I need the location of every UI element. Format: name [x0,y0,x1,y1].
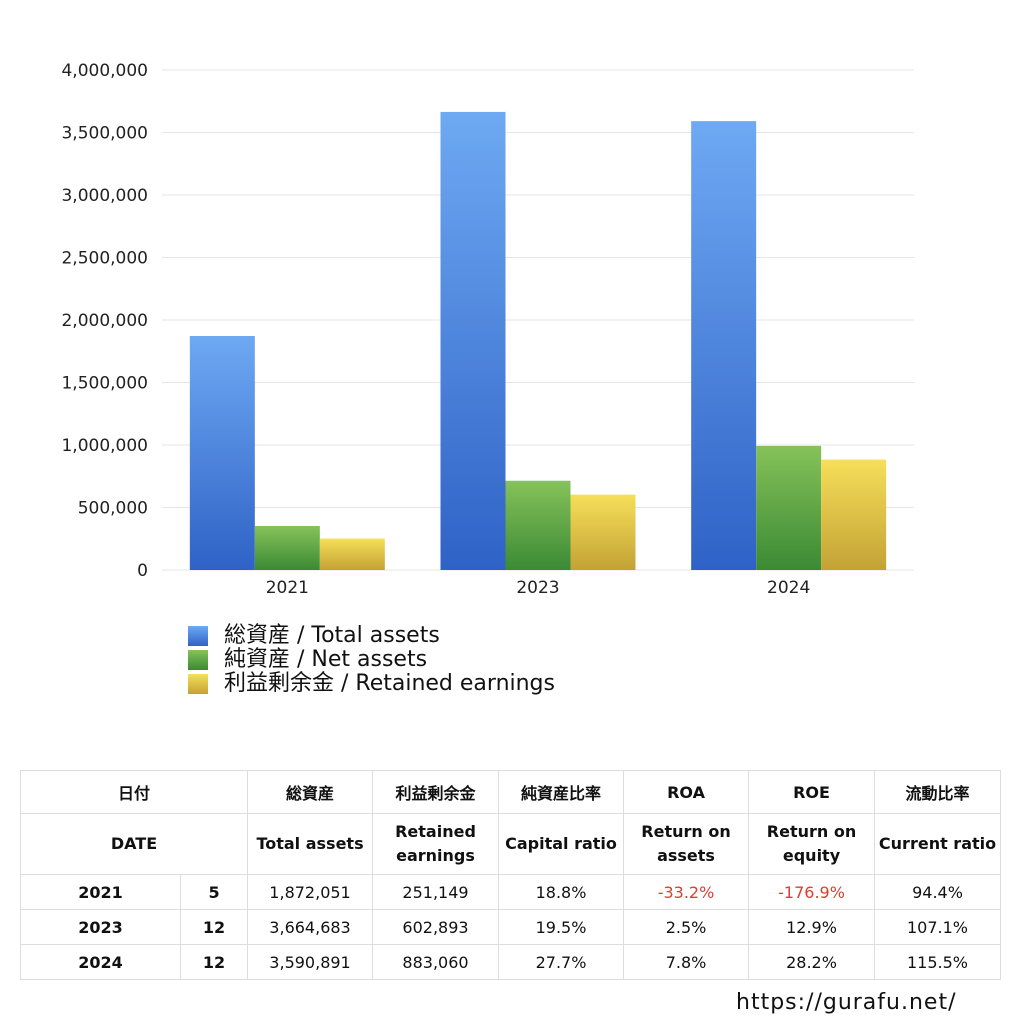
legend-item-net-assets: 純資産 / Net assets [188,648,555,672]
legend-item-retained-earnings: 利益剰余金 / Retained earnings [188,672,555,696]
table-header-en: DATE Total assets Retained earnings Capi… [19,813,1002,875]
y-tick-label: 500,000 [78,499,148,519]
row-year: 2021 [20,874,181,910]
header-roa-en: Return on assets [623,813,750,875]
row-month: 5 [179,874,249,910]
bar-2024-series-2 [821,459,887,570]
bar-chart: 0 500,000 1,000,000 1,500,000 2,000,000 2,500… [61,61,914,598]
table-header-jp: 日付 総資産 利益剰余金 純資産比率 ROA ROE 流動比率 [19,770,1002,814]
header-capital-ratio-jp: 純資産比率 [498,770,625,814]
x-tick-label: 2021 [266,578,309,598]
row-retained-earnings: 251,149 [372,874,500,910]
table-row: 2023 12 3,664,683 602,893 19.5% 2.5% 12.… [20,909,1002,945]
row-capital-ratio: 19.5% [498,909,625,945]
row-month: 12 [179,909,249,945]
legend-item-total-assets: 総資産 / Total assets [188,624,555,648]
legend-swatch-blue [188,626,208,646]
legend-label: 利益剰余金 / Retained earnings [224,671,555,696]
bar-2024-series-1 [756,445,822,570]
legend-swatch-green [188,650,208,670]
header-roe-en: Return on equity [748,813,876,875]
row-total-assets: 3,664,683 [247,909,374,945]
header-total-assets-jp: 総資産 [247,770,374,814]
header-capital-ratio-en: Capital ratio [498,813,625,875]
row-roa: 7.8% [623,944,750,980]
y-tick-label: 2,500,000 [61,249,148,269]
row-roe: 28.2% [748,944,876,980]
header-roa-jp: ROA [623,770,750,814]
y-tick-label: 1,000,000 [61,436,148,456]
header-roe-jp: ROE [748,770,876,814]
header-current-ratio-jp: 流動比率 [874,770,1002,814]
row-roe: 12.9% [748,909,876,945]
table-row: 2021 5 1,872,051 251,149 18.8% -33.2% -1… [20,874,1002,910]
row-retained-earnings: 602,893 [372,909,500,945]
row-year: 2023 [20,909,181,945]
y-tick-label: 1,500,000 [61,374,148,394]
row-roe: -176.9% [748,874,876,910]
legend-label: 純資産 / Net assets [224,647,428,672]
financial-table: 日付 総資産 利益剰余金 純資産比率 ROA ROE 流動比率 DATE Tot… [19,770,1002,980]
legend-swatch-yellow [188,674,208,694]
row-roa: 2.5% [623,909,750,945]
row-total-assets: 1,872,051 [247,874,374,910]
header-total-assets-en: Total assets [247,813,374,875]
row-current-ratio: 94.4% [874,874,1002,910]
bar-2021-series-2 [319,538,385,570]
bar-2023-series-2 [570,494,636,570]
row-current-ratio: 115.5% [874,944,1002,980]
row-retained-earnings: 883,060 [372,944,500,980]
y-tick-label: 4,000,000 [61,61,148,81]
x-tick-label: 2023 [516,578,559,598]
y-tick-label: 0 [137,561,148,581]
chart-legend: 総資産 / Total assets 純資産 / Net assets 利益剰余… [188,624,555,696]
row-year: 2024 [20,944,181,980]
bar-2023-series-0 [440,111,506,571]
bar-2021-series-1 [254,526,320,570]
y-tick-label: 2,000,000 [61,311,148,331]
x-tick-label: 2024 [767,578,810,598]
row-capital-ratio: 18.8% [498,874,625,910]
y-tick-label: 3,000,000 [61,186,148,206]
row-current-ratio: 107.1% [874,909,1002,945]
header-retained-earnings-jp: 利益剰余金 [372,770,500,814]
header-date-en: DATE [19,813,249,875]
bar-2023-series-1 [505,480,571,570]
row-total-assets: 3,590,891 [247,944,374,980]
y-tick-label: 3,500,000 [61,124,148,144]
bar-2024-series-0 [691,121,757,571]
row-roa: -33.2% [623,874,750,910]
header-date-jp: 日付 [19,770,249,814]
row-capital-ratio: 27.7% [498,944,625,980]
bar-2021-series-0 [189,335,255,570]
legend-label: 総資産 / Total assets [224,623,440,648]
header-retained-earnings-en: Retained earnings [372,813,500,875]
row-month: 12 [179,944,249,980]
table-row: 2024 12 3,590,891 883,060 27.7% 7.8% 28.… [20,944,1002,980]
header-current-ratio-en: Current ratio [874,813,1002,875]
site-url[interactable]: https://gurafu.net/ [736,990,957,1015]
